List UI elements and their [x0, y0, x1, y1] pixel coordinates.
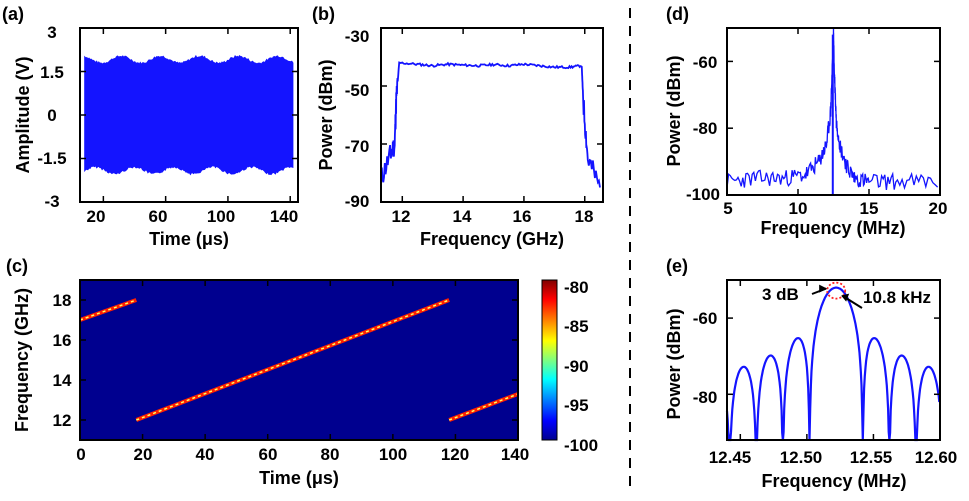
panel-e-label: (e): [666, 256, 688, 276]
e-ytick-label: -80: [693, 388, 718, 407]
panel-d-plot-area: [726, 27, 941, 196]
colorbar-tick-label: -80: [564, 278, 589, 297]
panel-a-frame: [79, 27, 299, 203]
d-ytick-label: -80: [693, 119, 718, 138]
chirp-segment-core: [448, 393, 519, 421]
e-xtick-label: 12.45: [709, 448, 752, 467]
b-xaxis-label: Frequency (GHz): [420, 229, 564, 249]
a-ytick-label: 0: [47, 106, 56, 125]
c-xtick-label: 80: [321, 445, 340, 464]
colorbar-tick-label: -95: [564, 396, 589, 415]
e-xaxis-label: Frequency (MHz): [761, 471, 906, 491]
b-xtick-label: 14: [453, 207, 472, 226]
a-xaxis-label: Time (μs): [149, 229, 229, 249]
e-peak-marker: [826, 281, 847, 300]
b-ytick-label: -50: [345, 81, 370, 100]
panel-b-label: (b): [312, 4, 335, 24]
panel-a-label: (a): [2, 4, 24, 24]
colorbar: [541, 279, 558, 441]
b-xtick-label: 16: [513, 207, 532, 226]
b-yaxis-label: Power (dBm): [316, 59, 336, 170]
colorbar-tick-label: -90: [564, 357, 589, 376]
panel-b-frame: [380, 27, 604, 203]
panel-b-plot-area: [380, 27, 603, 203]
panel-c: 18 16 14 12 0 20 40 60 80 100 120 140 Ti…: [12, 278, 598, 488]
d-xtick-label: 5: [723, 199, 732, 218]
chirp-segment-core: [79, 299, 137, 321]
e-lineshape: [725, 286, 941, 442]
c-xtick-label: 60: [259, 445, 278, 464]
b-xtick-label: 18: [575, 207, 594, 226]
e-xtick-label: 12.50: [780, 448, 823, 467]
panel-c-label: (c): [6, 256, 28, 276]
b-ytick-label: -90: [345, 192, 370, 211]
panel-e: -60 -80 12.45 12.50 12.55 12.60 Frequenc…: [664, 279, 958, 491]
d-xtick-label: 10: [789, 199, 808, 218]
annotation-linewidth: 10.8 kHz: [863, 288, 931, 307]
annotation-3db: 3 dB: [762, 285, 799, 304]
d-spectrum-line: [726, 27, 939, 191]
panel-c-frame: [79, 279, 519, 441]
d-ytick-label: -60: [693, 53, 718, 72]
d-xaxis-label: Frequency (MHz): [760, 218, 905, 238]
c-xtick-label: 100: [379, 445, 407, 464]
d-ytick-label: -100: [686, 185, 720, 204]
a-ytick-label: 1.5: [40, 63, 64, 82]
c-ytick-label: 16: [53, 331, 72, 350]
panel-d-label: (d): [666, 4, 689, 24]
b-ytick-label: -30: [345, 27, 370, 46]
d-xtick-label: 15: [860, 199, 879, 218]
chirp-segment-core: [136, 299, 450, 421]
colorbar-tick-label: -100: [564, 436, 598, 455]
panel-d: -60 -80 -100 5 10 15 20 Frequency (MHz) …: [664, 27, 948, 238]
c-xtick-label: 140: [501, 445, 529, 464]
e-xtick-label: 12.55: [850, 448, 893, 467]
a-xtick-label: 100: [207, 207, 235, 226]
c-xtick-label: 20: [134, 445, 153, 464]
a-xtick-label: 20: [87, 207, 106, 226]
c-ytick-label: 18: [53, 291, 72, 310]
panel-d-frame: [726, 27, 941, 196]
e-arrowhead-3db: [819, 284, 828, 293]
e-ytick-label: -60: [693, 309, 718, 328]
c-xaxis-label: Time (μs): [259, 468, 339, 488]
c-yaxis-label: Frequency (GHz): [12, 288, 32, 432]
b-spectrum-line: [380, 61, 601, 188]
b-xtick-label: 12: [392, 207, 411, 226]
a-ytick-label: -1.5: [37, 149, 66, 168]
b-ytick-label: -70: [345, 137, 370, 156]
c-ytick-label: 12: [53, 411, 72, 430]
panel-b: -30 -50 -70 -90 12 14 16 18 Frequency (G…: [316, 27, 604, 249]
e-xtick-label: 12.60: [915, 448, 958, 467]
d-yaxis-label: Power (dBm): [664, 55, 684, 166]
a-signal-envelope: [84, 54, 294, 176]
a-ytick-label: -3: [44, 192, 59, 211]
panel-a: 3 1.5 0 -1.5 -3 20 60 100 140 Time (μs) …: [13, 23, 299, 249]
c-ytick-label: 14: [53, 371, 72, 390]
panel-a-plot-area: [80, 27, 298, 203]
d-xtick-label: 20: [929, 199, 948, 218]
panel-e-frame: [726, 279, 941, 441]
e-arrowhead-linewidth: [841, 293, 850, 302]
colorbar-tick-label: -85: [564, 317, 589, 336]
a-xtick-label: 60: [149, 207, 168, 226]
panel-e-plot-area: [725, 280, 941, 442]
c-xtick-label: 120: [441, 445, 469, 464]
c-xtick-label: 40: [196, 445, 215, 464]
a-ytick-label: 3: [47, 23, 56, 42]
a-yaxis-label: Amplitude (V): [13, 57, 33, 174]
a-xtick-label: 140: [270, 207, 298, 226]
e-yaxis-label: Power (dBm): [664, 308, 684, 419]
c-xtick-label: 0: [76, 445, 85, 464]
